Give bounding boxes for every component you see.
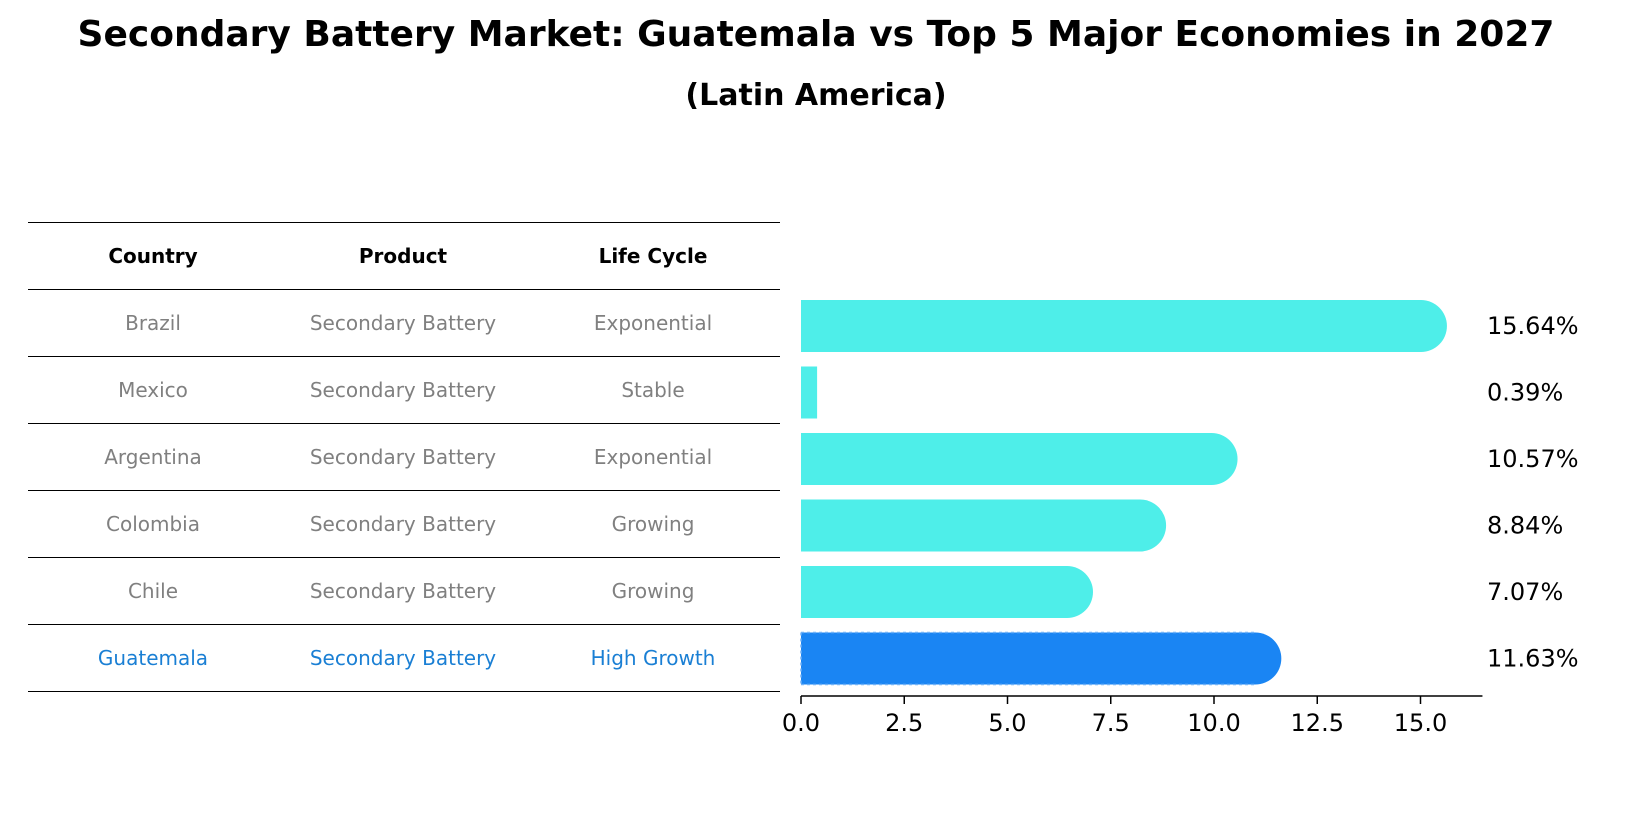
cell-product: Secondary Battery <box>309 579 497 603</box>
data-table: Country Product Life Cycle Brazil Second… <box>28 222 780 692</box>
table-row-highlight: Guatemala Secondary Battery High Growth <box>28 624 780 692</box>
x-tick-label: 10.0 <box>1187 709 1240 737</box>
cell-country: Mexico <box>118 378 188 402</box>
cell-product: Secondary Battery <box>309 378 497 402</box>
data-label: 8.84% <box>1487 512 1563 540</box>
bar-chile <box>801 566 1093 618</box>
bar-colombia <box>801 499 1167 552</box>
cell-life-cycle: Exponential <box>593 311 713 335</box>
bar-highlight-outline <box>800 631 1256 686</box>
cell-life-cycle: High Growth <box>590 646 716 670</box>
data-label: 0.39% <box>1487 379 1563 407</box>
header-product: Product <box>358 244 448 268</box>
table-header-row: Country Product Life Cycle <box>28 222 780 289</box>
chart-subtitle: (Latin America) <box>685 78 947 113</box>
cell-country: Chile <box>127 579 179 603</box>
table-row: Chile Secondary Battery Growing <box>28 557 780 624</box>
table-row: Brazil Secondary Battery Exponential <box>28 289 780 356</box>
data-label: 7.07% <box>1487 578 1563 606</box>
cell-product: Secondary Battery <box>309 311 497 335</box>
cell-country: Argentina <box>104 445 202 469</box>
header-life-cycle: Life Cycle <box>598 244 708 268</box>
cell-product: Secondary Battery <box>309 445 497 469</box>
x-tick-label: 2.5 <box>885 709 923 737</box>
cell-product: Secondary Battery <box>309 512 497 536</box>
x-tick-label: 15.0 <box>1394 709 1447 737</box>
table-row: Argentina Secondary Battery Exponential <box>28 423 780 490</box>
table-row: Mexico Secondary Battery Stable <box>28 356 780 423</box>
cell-life-cycle: Exponential <box>593 445 713 469</box>
x-tick-label: 7.5 <box>1092 709 1130 737</box>
cell-product: Secondary Battery <box>309 646 497 670</box>
table-row: Colombia Secondary Battery Growing <box>28 490 780 557</box>
bar-argentina <box>801 433 1238 485</box>
cell-life-cycle: Stable <box>621 378 685 402</box>
cell-country: Guatemala <box>97 646 209 670</box>
x-tick-label: 5.0 <box>988 709 1026 737</box>
x-tick-label: 0.0 <box>782 709 820 737</box>
data-label: 10.57% <box>1487 445 1579 473</box>
bar-brazil <box>801 300 1447 352</box>
cell-country: Brazil <box>125 311 181 335</box>
bar-mexico <box>801 366 818 419</box>
x-tick-label: 12.5 <box>1291 709 1344 737</box>
chart-title: Secondary Battery Market: Guatemala vs T… <box>77 14 1555 55</box>
cell-life-cycle: Growing <box>611 579 695 603</box>
header-country: Country <box>108 244 198 268</box>
cell-country: Colombia <box>106 512 200 536</box>
cell-life-cycle: Growing <box>611 512 695 536</box>
data-label: 15.64% <box>1487 312 1579 340</box>
bar-guatemala <box>801 632 1282 685</box>
data-label: 11.63% <box>1487 645 1579 673</box>
